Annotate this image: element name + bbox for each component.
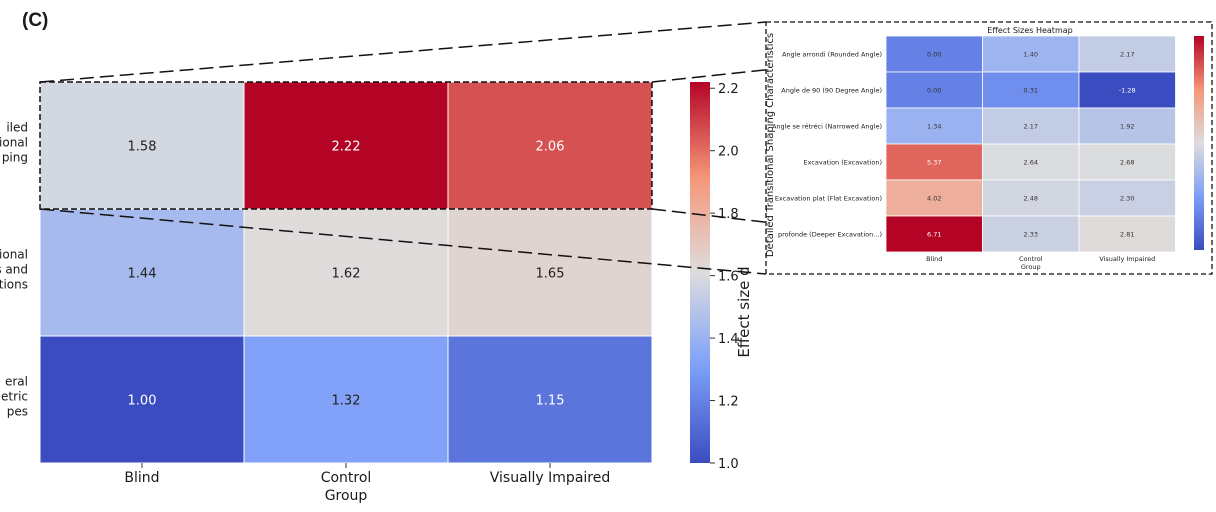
inset-cell xyxy=(885,107,983,145)
row-label: ctions xyxy=(0,278,28,292)
inset-cell-value: 1.34 xyxy=(927,123,941,131)
x-tick-label: Visually Impaired xyxy=(490,470,611,486)
row-label: itional xyxy=(0,136,28,150)
inset-cell-value: 2.33 xyxy=(1024,231,1038,239)
inset-cell xyxy=(1078,107,1176,145)
heatmap-cell xyxy=(39,208,245,337)
zoom-connector xyxy=(39,21,767,83)
colorbar-tick-label: 1.2 xyxy=(718,395,739,410)
inset-row-label: Excavation (Excavation) xyxy=(804,159,883,167)
inset-heatmap: Effect Sizes Heatmap 0.00 1.40 2.17 Angle ar… xyxy=(765,21,1213,275)
row-label: sional xyxy=(0,248,28,262)
inset-cell-value: 4.02 xyxy=(927,195,941,203)
inset-cell xyxy=(982,143,1080,181)
inset-cell xyxy=(1078,35,1176,73)
inset-x-tick-label: Group xyxy=(1021,263,1041,271)
x-tick-label: Blind xyxy=(124,470,159,486)
colorbar-tick-label: 1.4 xyxy=(718,332,739,347)
inset-x-tick-label: Control xyxy=(1019,255,1043,263)
cell-value-label: 2.06 xyxy=(536,140,565,155)
inset-cell xyxy=(982,107,1080,145)
inset-cell-value: 0.00 xyxy=(927,87,941,95)
panel-label: (C) xyxy=(22,10,49,31)
heatmap-cell xyxy=(39,335,245,464)
inset-cell-value: 2.17 xyxy=(1024,123,1038,131)
colorbar-tick-label: 1.6 xyxy=(718,270,739,285)
x-tick-label: Control xyxy=(321,470,372,486)
inset-cell xyxy=(885,143,983,181)
inset-cell-value: 2.30 xyxy=(1120,195,1134,203)
colorbar-tick-label: 2.0 xyxy=(718,145,739,160)
cell-value-label: 1.44 xyxy=(128,267,157,282)
row-label: ping xyxy=(2,151,28,165)
inset-row-label: profonde (Deeper Excavation...) xyxy=(778,231,882,239)
inset-cell xyxy=(1078,71,1176,109)
inset-row-label: Angle de 90 (90 Degree Angle) xyxy=(781,87,882,95)
row-label: eral xyxy=(5,375,28,389)
highlight-box xyxy=(39,81,653,210)
inset-colorbar xyxy=(1194,36,1204,250)
main-colorbar: 1.0 1.2 1.4 1.6 1.8 2.0 2.2 Effect size d xyxy=(690,82,753,472)
inset-cell-value: 0.31 xyxy=(1024,87,1038,95)
x-axis-label: Group xyxy=(325,488,368,504)
cell-value-label: 1.00 xyxy=(128,394,157,409)
colorbar-tick-label: 1.8 xyxy=(718,207,739,222)
colorbar-tick-label: 2.2 xyxy=(718,82,739,97)
inset-cell-value: -1.28 xyxy=(1119,87,1136,95)
cell-value-label: 1.62 xyxy=(332,267,361,282)
inset-cell xyxy=(1078,215,1176,253)
inset-row-label: Angle se rétréci (Narrowed Angle) xyxy=(772,123,882,131)
inset-cell-value: 2.17 xyxy=(1120,51,1134,59)
colorbar-label: Effect size d xyxy=(735,266,753,357)
heatmap-cell xyxy=(447,335,653,464)
heatmap-cell xyxy=(447,208,653,337)
inset-cell xyxy=(982,215,1080,253)
inset-y-axis-label: Detailed Transitional Shaping Characteri… xyxy=(765,33,776,257)
cell-value-label: 1.65 xyxy=(536,267,565,282)
inset-cell-value: 2.64 xyxy=(1024,159,1038,167)
main-heatmap: 1.58 2.22 2.06 ileditionalping 1.44 1.62 1.65 s… xyxy=(0,81,653,504)
inset-row-label: Angle arrondi (Rounded Angle) xyxy=(782,51,882,59)
colorbar-tick-label: 1.0 xyxy=(718,457,739,472)
inset-cell-value: 5.37 xyxy=(927,159,941,167)
cell-value-label: 1.32 xyxy=(332,394,361,409)
inset-cell-value: 1.92 xyxy=(1120,123,1134,131)
colorbar-gradient xyxy=(690,82,710,463)
inset-x-tick-label: Visually Impaired xyxy=(1099,255,1155,263)
inset-cell-value: 2.68 xyxy=(1120,159,1134,167)
inset-cell xyxy=(1078,179,1176,217)
cell-value-label: 1.15 xyxy=(536,394,565,409)
heatmap-cell xyxy=(243,335,449,464)
inset-row-label: Excavation plat (Flat Excavation) xyxy=(775,195,882,203)
row-label: s and xyxy=(0,263,28,277)
zoom-connector xyxy=(39,208,767,275)
row-label: iled xyxy=(6,121,28,135)
inset-cell xyxy=(885,35,983,73)
inset-cell xyxy=(1078,143,1176,181)
inset-cell-value: 6.71 xyxy=(927,231,941,239)
row-label: etric xyxy=(1,390,28,404)
inset-cell xyxy=(982,35,1080,73)
inset-cell-value: 2.48 xyxy=(1024,195,1038,203)
inset-cell-value: 0.00 xyxy=(927,51,941,59)
inset-title: Effect Sizes Heatmap xyxy=(987,26,1072,35)
inset-cell xyxy=(982,71,1080,109)
inset-cell-value: 2.81 xyxy=(1120,231,1134,239)
inset-cell xyxy=(885,71,983,109)
row-label: pes xyxy=(7,405,28,419)
inset-cell-value: 1.40 xyxy=(1024,51,1038,59)
cell-value-label: 2.22 xyxy=(332,140,361,155)
inset-x-tick-label: Blind xyxy=(926,255,942,263)
cell-value-label: 1.58 xyxy=(128,140,157,155)
